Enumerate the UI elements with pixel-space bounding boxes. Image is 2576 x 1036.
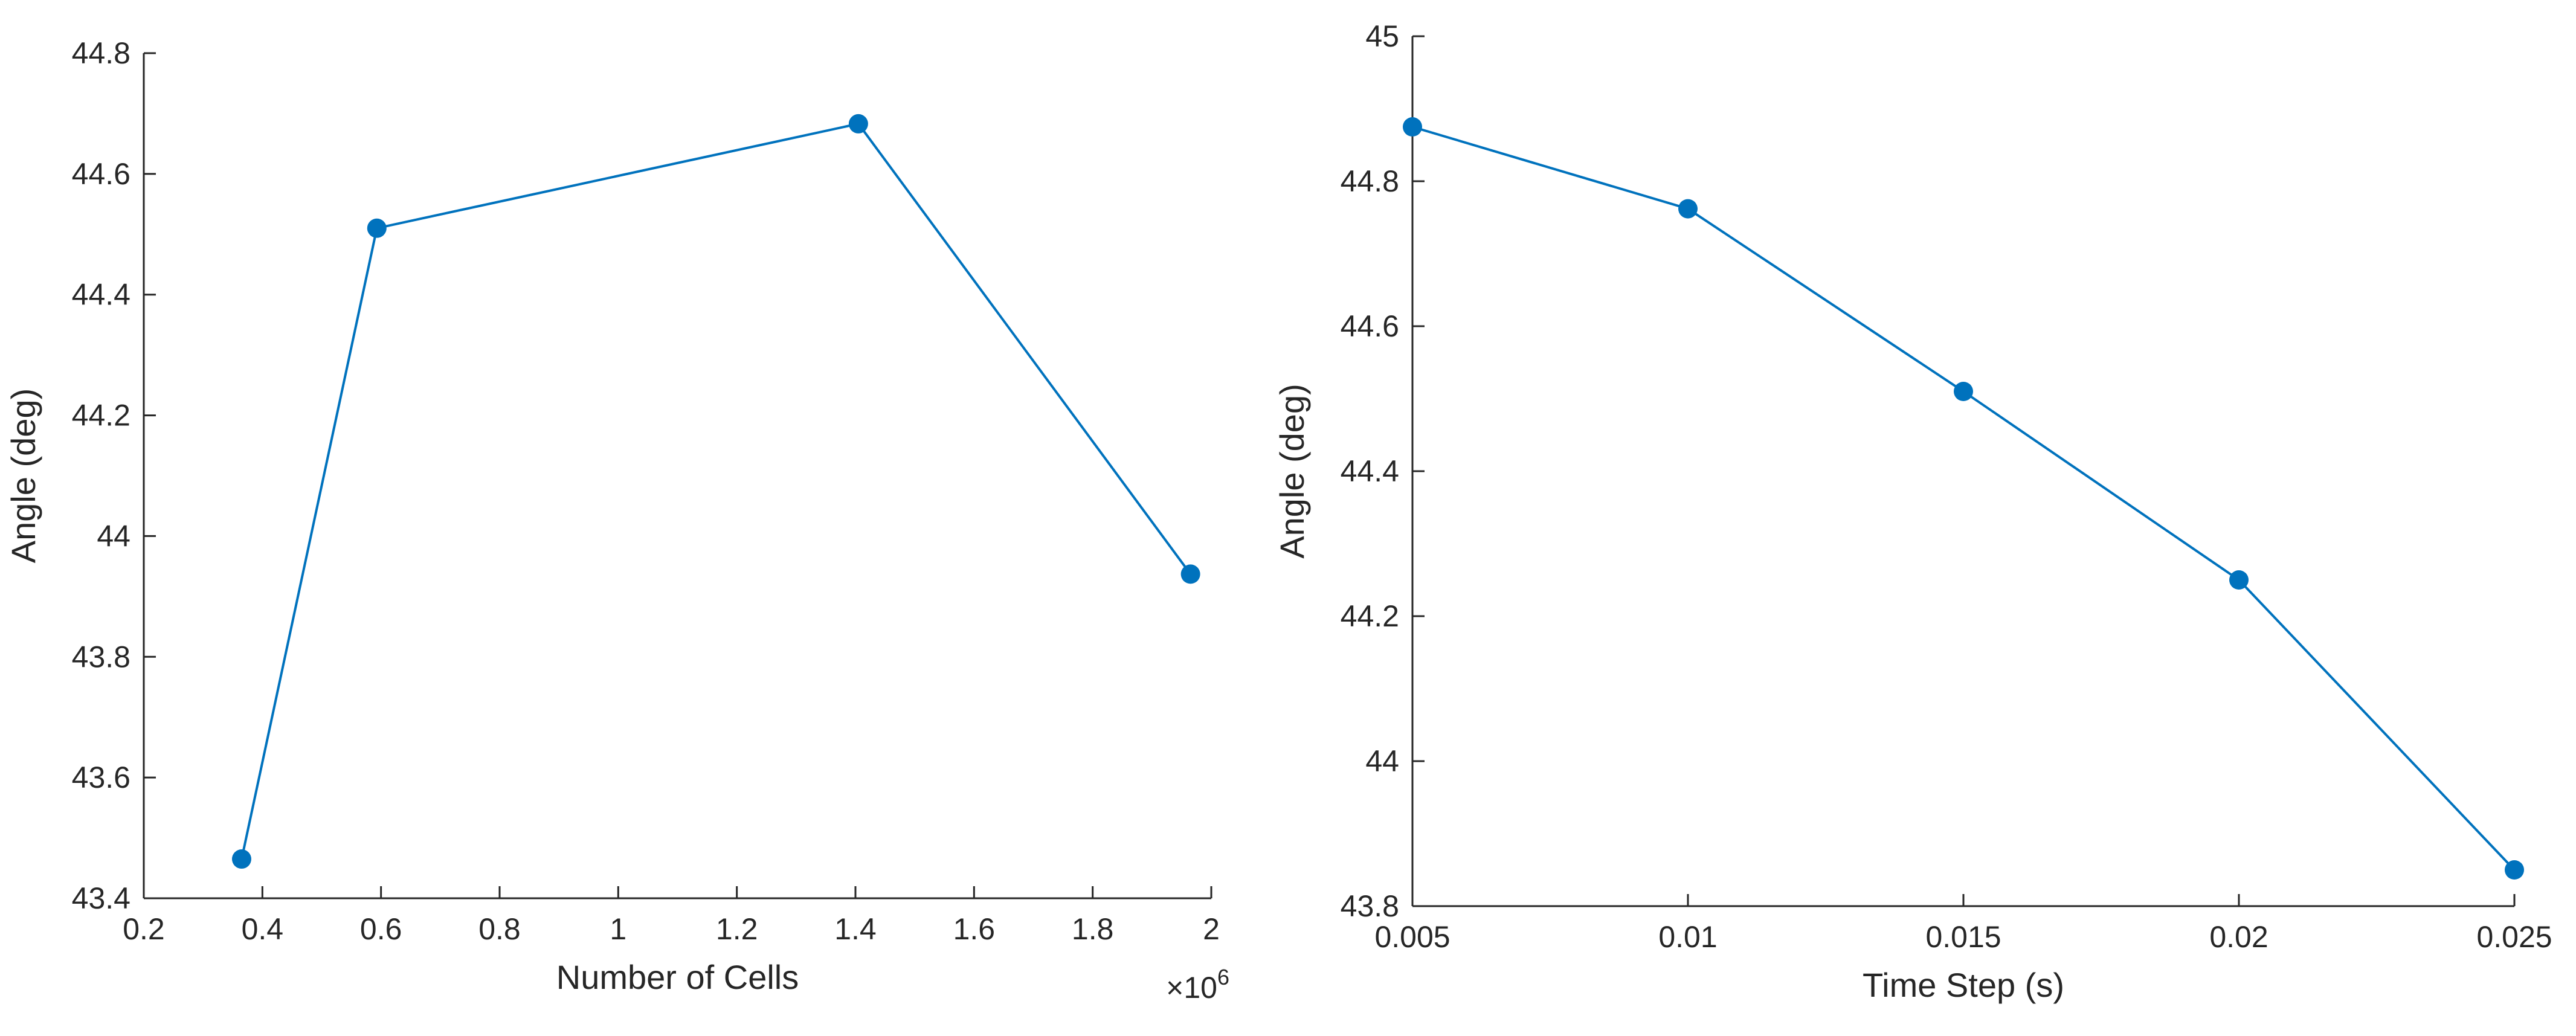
x-tick-label: 0.02 xyxy=(2209,920,2268,954)
y-tick-label: 44.4 xyxy=(1341,454,1399,488)
y-tick-label: 44.2 xyxy=(1341,599,1399,633)
y-tick-label: 44.6 xyxy=(72,157,130,191)
x-tick-label: 0.8 xyxy=(478,912,521,946)
x-tick-label: 1.2 xyxy=(716,912,758,946)
data-point xyxy=(367,218,387,238)
y-tick-label: 45 xyxy=(1365,19,1399,53)
chart-panel-time-step: 0.005 0.01 0.015 0.02 0.025 43.8 44 44.2 44.4 44.… xyxy=(1273,19,2552,1004)
data-point xyxy=(2229,570,2249,590)
y-tick-label: 44 xyxy=(97,519,130,553)
data-point xyxy=(1403,117,1422,137)
y-axis-label: Angle (deg) xyxy=(4,388,42,564)
y-tick-label: 43.6 xyxy=(72,761,130,794)
x-axis-multiplier: ×106 xyxy=(1166,965,1229,1005)
y-tick-label: 43.4 xyxy=(72,881,130,915)
y-tick-label: 44 xyxy=(1365,744,1399,778)
x-axis-label: Number of Cells xyxy=(556,958,799,996)
data-point xyxy=(1180,564,1200,584)
x-tick-label: 0.015 xyxy=(1925,920,2001,954)
x-tick-label: 1.8 xyxy=(1072,912,1114,946)
x-tick-label: 1.4 xyxy=(834,912,877,946)
series-line xyxy=(1412,126,2516,871)
y-tick-label: 43.8 xyxy=(1341,889,1399,923)
data-point xyxy=(1954,382,1973,401)
x-tick-label: 2 xyxy=(1203,912,1220,946)
x-tick-label: 0.4 xyxy=(242,912,284,946)
x-tick-label: 0.6 xyxy=(360,912,402,946)
x-tick-label: 1.6 xyxy=(953,912,996,946)
x-tick-label: 0.005 xyxy=(1374,920,1450,954)
data-point xyxy=(231,849,251,869)
y-tick-label: 44.8 xyxy=(1341,164,1399,198)
y-tick-label: 44.2 xyxy=(72,399,130,433)
x-tick-label: 1 xyxy=(610,912,626,946)
y-tick-label: 44.4 xyxy=(72,278,130,312)
data-point xyxy=(1678,199,1698,219)
y-tick-label: 44.6 xyxy=(1341,309,1399,343)
x-tick-label: 0.025 xyxy=(2476,920,2552,954)
x-tick-label: 0.01 xyxy=(1658,920,1717,954)
series-line xyxy=(240,122,1192,860)
data-point xyxy=(848,114,868,134)
x-axis-multiplier-exponent: 6 xyxy=(1217,965,1229,989)
data-point xyxy=(2505,860,2524,880)
x-tick-label: 0.2 xyxy=(123,912,165,946)
x-axis-label: Time Step (s) xyxy=(1863,966,2064,1004)
y-tick-label: 44.8 xyxy=(72,36,130,70)
y-tick-label: 43.8 xyxy=(72,640,130,674)
chart-panel-cells: 0.2 0.4 0.6 0.8 1 1.2 1.4 1.6 1.8 2 43.4 43.6 43.8 44… xyxy=(4,36,1229,1005)
y-axis-label: Angle (deg) xyxy=(1273,384,1311,559)
